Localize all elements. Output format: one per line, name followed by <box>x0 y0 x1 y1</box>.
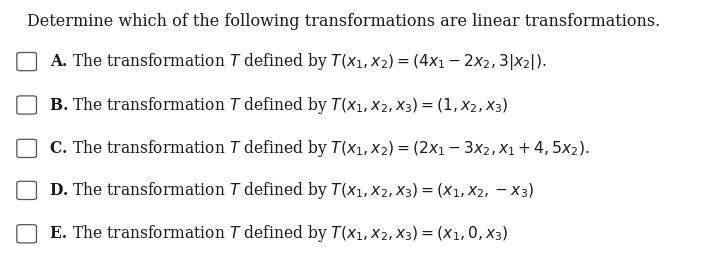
Text: B.: B. <box>50 97 74 113</box>
Text: The transformation $\mathit{T}$ defined by $\mathit{T}(x_1, x_2, x_3) = (1, x_2,: The transformation $\mathit{T}$ defined … <box>72 95 508 115</box>
Text: D.: D. <box>50 182 74 199</box>
Text: C.: C. <box>50 140 73 157</box>
Text: The transformation $\mathit{T}$ defined by $\mathit{T}(x_1, x_2, x_3) = (x_1, x_: The transformation $\mathit{T}$ defined … <box>72 180 533 201</box>
Text: E.: E. <box>50 225 73 242</box>
Text: The transformation $\mathit{T}$ defined by $\mathit{T}(x_1, x_2) = (2x_1 - 3x_2,: The transformation $\mathit{T}$ defined … <box>72 138 589 159</box>
Text: The transformation $\mathit{T}$ defined by $\mathit{T}(x_1, x_2, x_3) = (x_1, 0,: The transformation $\mathit{T}$ defined … <box>72 223 508 244</box>
Text: A.: A. <box>50 53 73 70</box>
Text: Determine which of the following transformations are linear transformations.: Determine which of the following transfo… <box>27 13 660 30</box>
Text: The transformation $\mathit{T}$ defined by $\mathit{T}(x_1, x_2) = (4x_1 - 2x_2,: The transformation $\mathit{T}$ defined … <box>72 51 546 72</box>
